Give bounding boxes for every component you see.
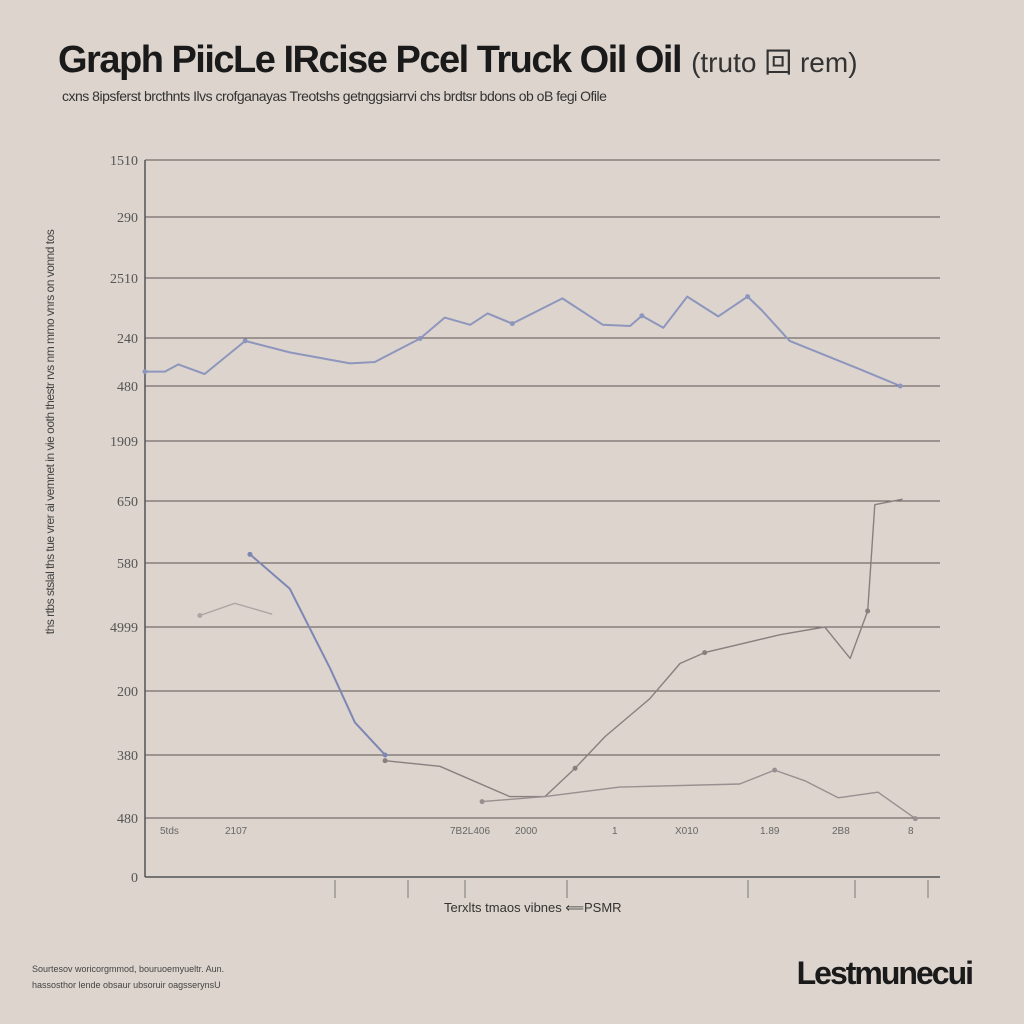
data-point <box>897 383 903 389</box>
x-axis-label: 2B8 <box>832 826 850 837</box>
x-axis-label: 8 <box>908 826 914 837</box>
x-axis-label: Terxlts tmaos vibnes ⟸PSMR <box>444 900 622 915</box>
data-point <box>639 313 645 319</box>
footer-note: hassosthor lende obsaur ubsoruir oagsser… <box>32 980 221 990</box>
data-point <box>702 650 708 656</box>
chart-subtitle: cxns 8ipsferst brcthnts Ilvs crofganayas… <box>62 88 607 104</box>
y-tick-label: 290 <box>117 211 138 226</box>
y-tick-label: 480 <box>117 812 138 827</box>
data-point <box>382 752 388 758</box>
x-axis-label: 7B2L406 <box>450 826 490 837</box>
y-tick-label: 2510 <box>110 272 138 287</box>
series-line-5 <box>199 602 273 617</box>
logo: Lestmunecui <box>796 955 974 991</box>
y-tick-label: 0 <box>131 871 138 886</box>
data-point <box>142 369 148 375</box>
x-axis-label: 2107 <box>225 826 248 837</box>
series-line-1 <box>145 295 901 387</box>
y-tick-label: 480 <box>117 380 138 395</box>
data-point <box>382 758 388 764</box>
data-point <box>247 551 253 557</box>
y-tick-label: 4999 <box>110 621 138 636</box>
data-point <box>417 335 423 341</box>
x-axis-label: X010 <box>675 826 699 837</box>
title-text: Graph PiicLe IRcise Pcel Truck Oil Oil <box>58 39 683 81</box>
data-point <box>865 608 871 614</box>
x-axis-label: 1 <box>612 826 618 837</box>
x-axis-label: 5tds <box>160 826 179 837</box>
y-tick-label: 240 <box>117 332 138 347</box>
y-tick-label: 1909 <box>110 435 138 450</box>
data-point <box>509 321 515 327</box>
chart-title: Graph PiicLe IRcise Pcel Truck Oil Oil (t… <box>58 38 858 85</box>
series-line-3 <box>385 498 903 798</box>
data-point <box>479 799 485 805</box>
data-point <box>242 338 248 344</box>
y-tick-label: 580 <box>117 557 138 572</box>
y-tick-label: 650 <box>117 495 138 510</box>
y-tick-label: 200 <box>117 685 138 700</box>
x-axis-label: 2000 <box>515 826 538 837</box>
data-point <box>772 767 778 773</box>
data-point <box>745 294 751 300</box>
data-point <box>572 765 578 771</box>
series-line-2 <box>249 553 386 756</box>
y-tick-label: 1510 <box>110 154 138 169</box>
x-axis-label: 1.89 <box>760 826 780 837</box>
footer-source: Sourtesov woricorgmmod, bouruoemyueltr. … <box>32 964 225 974</box>
data-point <box>912 816 918 822</box>
data-point <box>197 612 203 618</box>
y-tick-label: 380 <box>117 749 138 764</box>
title-suffix: (truto 回 rem) <box>691 47 858 78</box>
